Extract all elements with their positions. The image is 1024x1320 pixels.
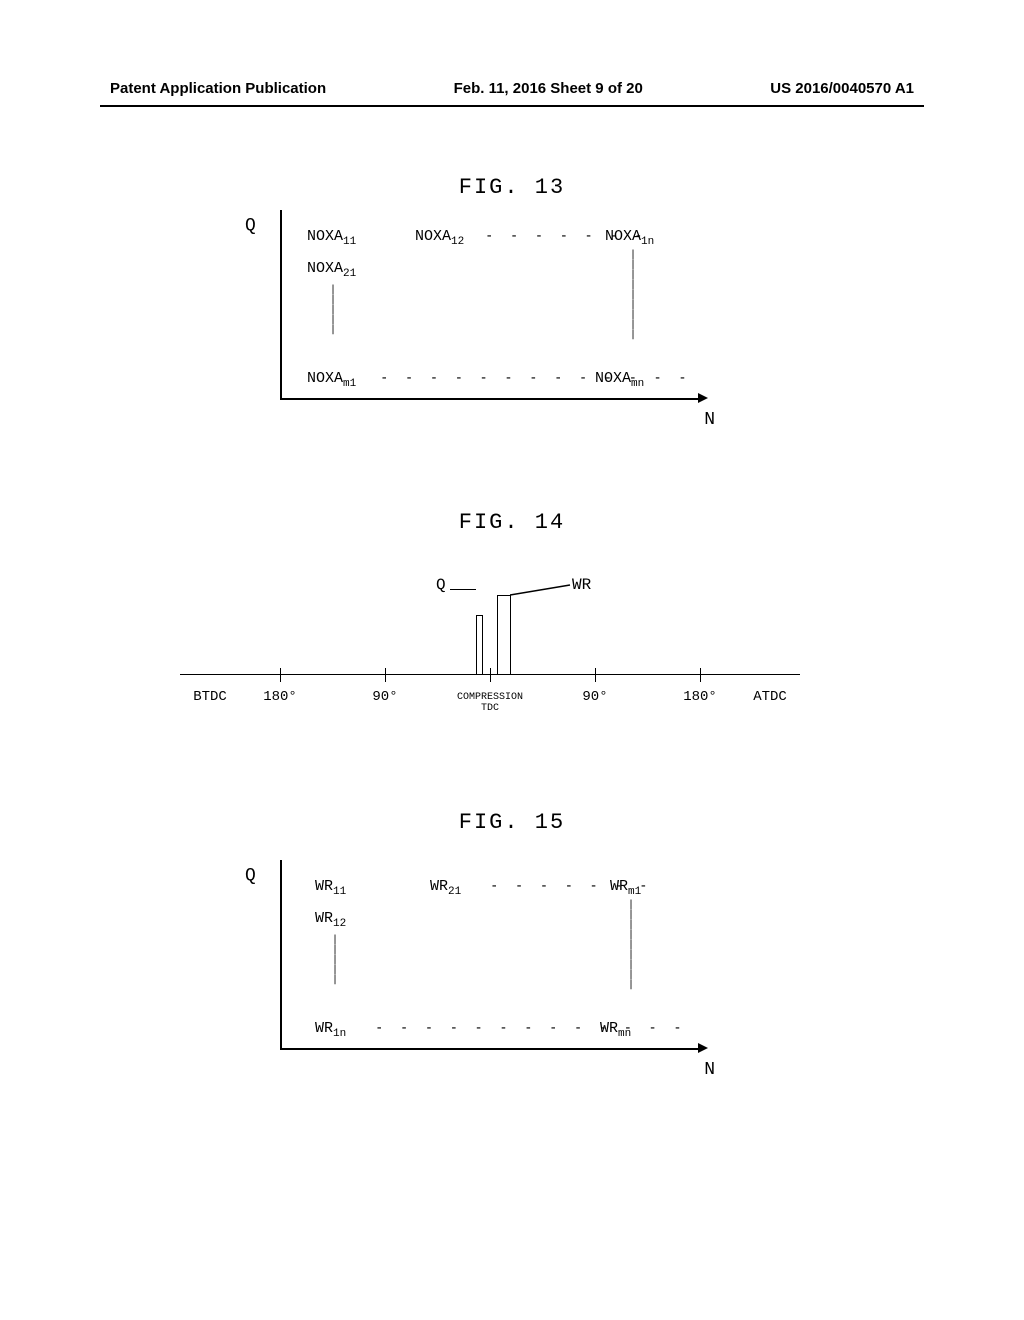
- tick-label: 90°: [582, 689, 607, 705]
- fig13-chart: Q N NOXA11 NOXA12 - - - - - - - NOXA1n N…: [260, 210, 700, 420]
- fig15-cell: WR12: [315, 910, 346, 930]
- header-center: Feb. 11, 2016 Sheet 9 of 20: [454, 80, 643, 97]
- tick-label: COMPRESSIONTDC: [457, 692, 523, 714]
- fig15-y-label: Q: [245, 866, 256, 886]
- fig13-xaxis: [280, 398, 700, 400]
- tick-icon: [490, 668, 491, 682]
- fig14-bar-wr: [497, 595, 511, 675]
- tick-label: 90°: [372, 689, 397, 705]
- leader-icon: [510, 580, 572, 600]
- fig15-chart: Q N WR11 WR21 - - - - - - - WRm1 WR12 ||…: [260, 860, 700, 1070]
- fig13-cell: NOXA1n: [605, 228, 654, 248]
- fig15-cell: WRmn: [600, 1020, 631, 1040]
- dash-icon: |||||: [330, 285, 336, 335]
- tick-label: 180°: [263, 689, 297, 705]
- dash-icon: |||||||||: [630, 250, 636, 340]
- fig13-title: FIG. 13: [0, 175, 1024, 200]
- tick-label: BTDC: [193, 689, 227, 705]
- fig13-y-label: Q: [245, 216, 256, 236]
- tick-label: ATDC: [753, 689, 787, 705]
- header-divider: [100, 105, 924, 107]
- fig13-cell: NOXA21: [307, 260, 356, 280]
- fig14-bar-q: [476, 615, 483, 675]
- dash-icon: |||||||||: [628, 900, 634, 990]
- fig14-q-label: Q: [436, 576, 446, 594]
- fig13-cell: NOXA12: [415, 228, 464, 248]
- dash-icon: |||||: [332, 935, 338, 985]
- fig15-x-label: N: [704, 1060, 715, 1080]
- arrow-icon: [698, 393, 708, 403]
- fig13-yaxis: [280, 210, 282, 400]
- tick-icon: [700, 668, 701, 682]
- fig13-cell: NOXAmn: [595, 370, 644, 390]
- fig14-wr-label: WR: [572, 576, 591, 594]
- fig13-x-label: N: [704, 410, 715, 430]
- tick-icon: [280, 668, 281, 682]
- dash-icon: - - - - - - - - - - - - -: [375, 1020, 686, 1036]
- header-left: Patent Application Publication: [110, 80, 326, 97]
- header-right: US 2016/0040570 A1: [770, 80, 914, 97]
- tick-icon: [385, 668, 386, 682]
- fig15-cell: WR11: [315, 878, 346, 898]
- fig13-cell: NOXAm1: [307, 370, 356, 390]
- fig14-title: FIG. 14: [0, 510, 1024, 535]
- fig15-cell: WRm1: [610, 878, 641, 898]
- fig13-cell: NOXA11: [307, 228, 356, 248]
- fig14-chart: BTDC 180° 90° COMPRESSIONTDC 90° 180° AT…: [180, 560, 800, 710]
- tick-label: 180°: [683, 689, 717, 705]
- fig15-yaxis: [280, 860, 282, 1050]
- arrow-icon: [698, 1043, 708, 1053]
- fig15-cell: WR1n: [315, 1020, 346, 1040]
- fig15-cell: WR21: [430, 878, 461, 898]
- tick-icon: [595, 668, 596, 682]
- page-header: Patent Application Publication Feb. 11, …: [0, 80, 1024, 97]
- leader-icon: [450, 589, 476, 590]
- fig15-title: FIG. 15: [0, 810, 1024, 835]
- fig15-xaxis: [280, 1048, 700, 1050]
